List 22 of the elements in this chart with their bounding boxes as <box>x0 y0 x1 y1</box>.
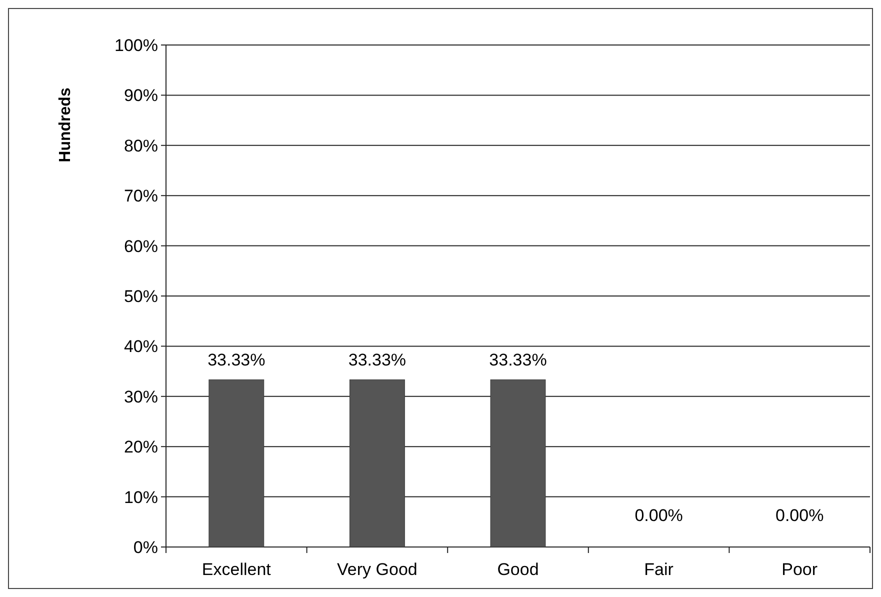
y-tick-label: 10% <box>124 488 158 507</box>
y-tick-label: 40% <box>124 337 158 356</box>
y-tick-label: 90% <box>124 86 158 106</box>
y-tick-label: 20% <box>124 438 158 457</box>
data-label: 0.00% <box>634 506 683 525</box>
x-tick-label: Poor <box>782 560 818 579</box>
x-tick-label: Fair <box>644 560 674 579</box>
y-tick-label: 60% <box>124 236 158 256</box>
data-label: 33.33% <box>348 350 406 370</box>
x-tick-label: Excellent <box>202 560 272 579</box>
data-label: 0.00% <box>776 506 824 525</box>
y-tick-label: 50% <box>124 286 158 306</box>
data-label: 33.33% <box>208 350 266 370</box>
data-label: 33.33% <box>489 350 547 370</box>
y-tick-label: 70% <box>124 186 158 206</box>
y-tick-label: 0% <box>133 538 158 557</box>
y-axis-title: Hundreds <box>57 88 74 162</box>
y-tick-label: 30% <box>124 387 158 406</box>
x-tick-label: Good <box>497 560 539 579</box>
y-tick-label: 100% <box>114 36 158 55</box>
x-tick-label: Very Good <box>337 560 418 579</box>
y-tick-label: 80% <box>124 136 158 156</box>
